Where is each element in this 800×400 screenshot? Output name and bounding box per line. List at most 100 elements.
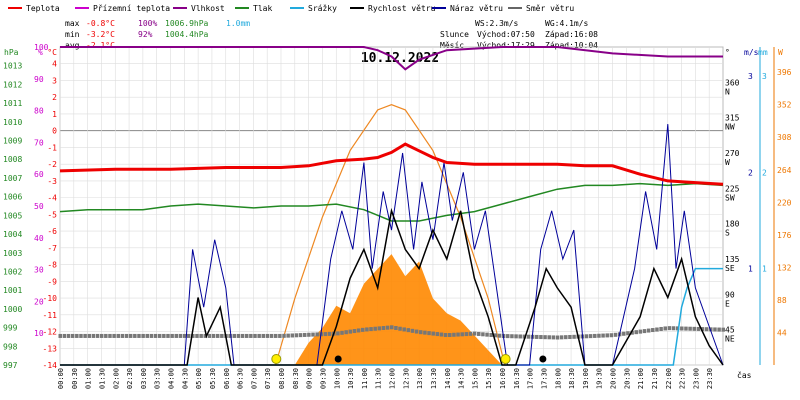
temp-tick-label: -13 [43,344,58,353]
series-wind-direction-point [398,326,402,331]
pct-tick-label: 90 [34,75,44,84]
stats-avg-label: avg [65,41,80,50]
wm2-tick-label: 132 [777,263,792,272]
series-wind-direction-point [601,333,605,338]
series-wind-direction-point [472,331,477,336]
x-tick-label: 07:30 [264,368,272,389]
series-pressure-line [59,182,724,222]
series-wind-direction-point [186,333,191,338]
hpa-tick-label: 1013 [3,62,22,71]
series-wind-direction-point [696,326,701,331]
series-wind-direction-point [419,330,423,335]
temp-tick-label: -10 [43,294,58,303]
series-wind-direction-point [373,326,377,331]
series-wind-direction-point [83,333,87,338]
mm-tick-label: 3 [762,72,767,81]
x-tick-label: 13:00 [416,368,424,389]
legend: Teplota Přízemní teplota Vlhkost Tlak Srážky… [8,4,574,13]
temp-tick-label: -2 [47,160,57,169]
series-wind-direction-point [203,333,208,338]
x-tick-label: 16:00 [499,368,507,389]
series-wind-direction-point [497,333,502,338]
legend-label-5: Rychlost větru [368,4,436,13]
series-wind-direction-point [62,333,67,338]
series-wind-direction-point [215,333,220,338]
series-wind-direction-point [510,334,514,339]
wm2-tick-label: 264 [777,166,792,175]
series-wind-direction-point [659,326,663,331]
series-wind-direction-point [568,334,572,339]
series-wind-direction-point [153,333,158,338]
x-axis-label: čas [737,370,752,380]
x-tick-label: 07:00 [250,368,258,389]
stats-sunrise: Východ:07:50 [477,30,535,39]
series-wind-direction-point [369,327,373,332]
series-wind-direction-point [572,334,576,339]
x-tick-label: 22:00 [665,368,673,389]
series-wind-direction-point [257,333,261,338]
series-wind-direction-point [278,333,282,338]
wm2-tick-label: 44 [777,328,787,337]
temp-axis-title: °C [47,48,57,57]
stats-min-hum: 92% [138,30,153,39]
sun-marker [500,354,511,364]
series-wind-speed-line [60,207,724,366]
hpa-tick-label: 1000 [3,305,22,314]
series-wind-direction-point [435,332,440,337]
series-wind-direction-point [79,333,83,338]
series-wind-direction-point [145,333,150,338]
x-tick-label: 06:00 [223,368,231,389]
chart-title: 10.12.2022 [361,51,439,66]
legend-label-7: Směr větru [526,4,574,13]
series-wind-direction-point [149,333,154,338]
series-wind-direction-point [584,334,589,339]
series-wind-direction-point [265,333,270,338]
series-wind-direction-point [646,328,651,333]
series-wind-direction-point [282,333,286,338]
x-tick-label: 18:30 [568,368,576,389]
mm-axis-title: mm [758,48,768,57]
stats-min-label: min [65,30,80,39]
series-wind-direction-point [269,333,274,338]
series-wind-direction-point [700,327,705,332]
series-wind-direction-point [128,333,133,338]
series-wind-direction-point [232,333,237,338]
pct-tick-label: 10 [34,329,44,338]
temp-tick-label: -4 [47,194,57,203]
series-wind-direction-point [124,333,129,338]
series-wind-direction-point [443,333,448,338]
stats-moonset: Západ:10:04 [545,41,598,50]
series-wind-direction-point [535,334,539,339]
series-wind-direction-point [336,331,340,336]
moon-marker [334,355,342,363]
series-wind-direction-point [613,332,618,337]
deg-tick-label: 360 [725,78,740,87]
series-wind-direction-point [721,327,725,332]
series-wind-direction-point [75,333,79,338]
x-tick-label: 16:30 [513,368,521,389]
series-wind-direction-point [108,333,112,338]
series-wind-direction-point [220,333,224,338]
series-wind-direction-point [95,333,100,338]
temp-tick-label: 1 [52,110,57,119]
dir-tick-label: S [725,229,730,238]
legend-label-3: Tlak [253,4,272,13]
sun-marker [271,354,282,364]
dir-tick-label: E [725,299,730,308]
series-wind-direction-point [133,333,137,338]
series-wind-direction-point [327,331,332,336]
temp-tick-label: 0 [52,127,57,136]
x-tick-label: 03:30 [154,368,162,389]
series-wind-direction-point [713,327,717,332]
x-tick-label: 04:00 [168,368,176,389]
stats-block: max -0.8°C 100% 1006.9hPa 1.0mm min -3.2… [65,19,598,50]
legend-label-6: Náraz větru [450,4,503,13]
series-wind-direction-point [385,325,390,330]
series-wind-direction-point [634,330,638,335]
stats-moonrise: Východ:17:29 [477,41,535,50]
wm2-axis-title: W [778,48,783,57]
series-wind-direction-point [717,327,721,332]
series-wind-direction-point [551,335,556,340]
series-wind-direction-point [348,329,353,334]
temp-tick-label: -3 [47,177,57,186]
